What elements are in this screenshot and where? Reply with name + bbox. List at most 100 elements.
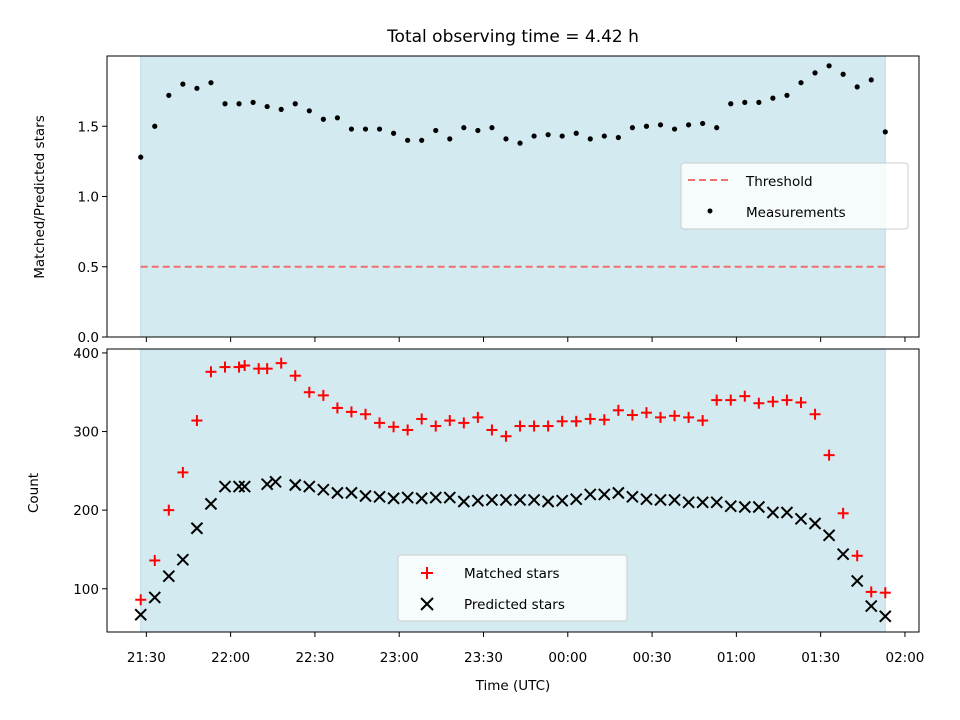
bottom-axes-frame — [106, 348, 920, 633]
predicted-star-point — [696, 496, 709, 509]
predicted-star-points — [134, 475, 892, 623]
predicted-star-point — [190, 522, 204, 535]
measurements-legend-swatch — [707, 208, 713, 214]
measurement-point — [756, 99, 762, 105]
measurement-point — [770, 95, 776, 101]
measurement-point — [728, 101, 734, 107]
measurement-point — [362, 126, 369, 132]
bottom-x-tick-label: 01:00 — [717, 650, 756, 666]
predicted-star-point — [865, 599, 878, 613]
predicted-star-point — [176, 553, 190, 566]
predicted-star-point — [513, 493, 527, 507]
measurement-point — [250, 99, 256, 105]
bottom-y-tick-label: 400 — [73, 346, 99, 362]
predicted-star-point — [654, 493, 667, 507]
matched-star-point — [163, 504, 175, 516]
measurement-point — [854, 84, 860, 90]
top-x-ticks — [145, 337, 906, 342]
matched-star-point — [837, 507, 849, 519]
matched-star-point — [626, 409, 638, 421]
measurement-point — [320, 116, 326, 122]
measurement-point — [784, 92, 790, 98]
measurement-point — [686, 122, 692, 128]
matched-star-point — [345, 406, 357, 418]
predicted-star-point — [317, 483, 330, 496]
matched-star-point — [416, 413, 428, 425]
predicted-star-point — [570, 492, 583, 506]
top-axes-frame — [106, 55, 920, 338]
measurement-point — [798, 80, 804, 86]
measurement-point — [489, 125, 495, 131]
bottom-x-ticks: 21:30 22:00 22:30 23:00 23:30 00:00 00:30 01:00… — [127, 632, 924, 666]
top-panel: Total observing time = 4.42 h Matched/Pr… — [32, 27, 920, 346]
bottom-x-tick-label: 21:30 — [127, 650, 166, 666]
measurement-point — [180, 81, 186, 87]
matched-star-point — [851, 550, 863, 562]
matched-star-point — [374, 417, 386, 429]
matched-star-point — [149, 554, 161, 566]
bottom-y-tick-label: 200 — [73, 503, 99, 519]
predicted-star-point — [471, 494, 485, 507]
predicted-star-point — [626, 490, 639, 503]
matched-star-point — [711, 394, 723, 406]
measurement-point — [264, 103, 270, 110]
measurement-point — [461, 125, 467, 131]
matched-star-point — [205, 366, 217, 378]
measurement-point — [559, 133, 565, 139]
matched-star-point — [584, 413, 596, 425]
predicted-star-point — [822, 529, 836, 542]
bottom-y-ticks: 100 200 300 400 — [73, 346, 107, 598]
predicted-star-point — [766, 506, 780, 519]
predicted-star-point — [331, 486, 344, 500]
matched-star-point — [303, 386, 315, 398]
predicted-star-point — [204, 497, 218, 511]
measurement-point — [629, 125, 636, 131]
matched-star-point — [191, 415, 203, 427]
matched-star-point — [472, 411, 484, 423]
matched-legend-label: Matched stars — [464, 566, 560, 582]
matched-star-point — [809, 408, 821, 420]
predicted-star-point — [752, 500, 766, 514]
matched-star-points — [135, 357, 891, 606]
predicted-star-point — [218, 480, 232, 493]
predicted-star-point — [555, 494, 569, 507]
matched-star-point — [640, 407, 652, 419]
top-legend: Threshold Measurements — [680, 162, 909, 230]
predicted-star-point — [303, 480, 316, 493]
top-y-tick-label: 0.5 — [78, 260, 99, 276]
bottom-y-tick-label: 300 — [73, 425, 99, 441]
matched-star-point — [570, 415, 582, 427]
matched-star-point — [239, 360, 251, 372]
matched-legend-swatch — [421, 567, 433, 579]
top-y-tick-label: 1.5 — [78, 119, 99, 135]
matched-star-point — [430, 420, 442, 432]
matched-star-point — [289, 370, 301, 382]
measurement-point — [419, 137, 425, 143]
predicted-star-point — [289, 478, 302, 492]
matched-star-point — [598, 414, 610, 426]
bottom-ylabel: Count — [26, 473, 42, 513]
predicted-legend-swatch — [420, 597, 434, 611]
predicted-star-point — [598, 488, 611, 501]
measurement-point — [152, 123, 158, 129]
measurement-point — [447, 136, 453, 142]
predicted-star-point — [238, 480, 251, 493]
matched-star-point — [444, 415, 456, 427]
predicted-star-point — [162, 569, 176, 583]
matched-star-point — [781, 394, 793, 406]
measurement-point — [643, 123, 650, 129]
matched-star-point — [261, 363, 273, 375]
matched-star-point — [655, 411, 667, 423]
measurement-point — [826, 63, 832, 69]
predicted-star-point — [879, 610, 892, 623]
predicted-star-point — [836, 547, 850, 561]
matched-star-point — [486, 424, 498, 436]
measurement-point — [503, 136, 509, 142]
predicted-star-point — [373, 490, 386, 503]
bottom-x-tick-label: 22:00 — [211, 650, 250, 666]
matched-star-point — [135, 594, 147, 606]
matched-star-point — [219, 361, 231, 373]
matched-star-point — [556, 415, 568, 427]
matched-star-point — [359, 408, 371, 420]
predicted-star-point — [232, 480, 246, 493]
